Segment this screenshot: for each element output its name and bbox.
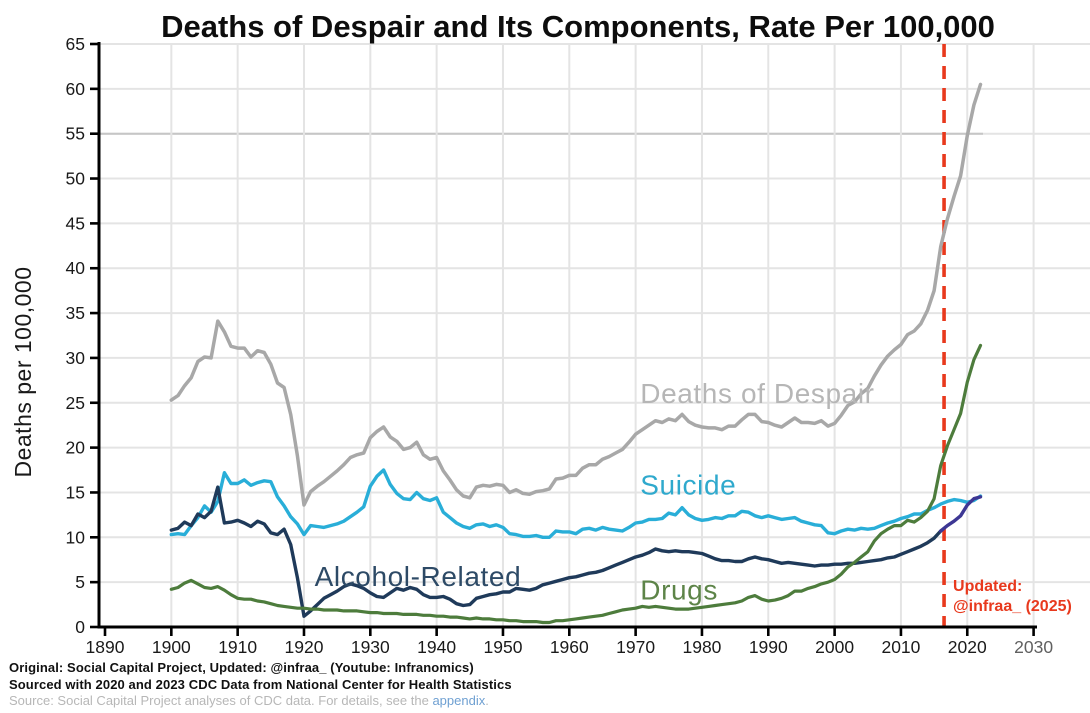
footer-source-period: . [485, 693, 489, 708]
gridlines [99, 43, 1090, 627]
series-label-alcohol-related: Alcohol-Related [315, 561, 522, 592]
x-tick-label: 2020 [948, 637, 987, 657]
series-label-deaths-of-despair: Deaths of Despair [640, 378, 874, 409]
footer: Original: Social Capital Project, Update… [9, 659, 1009, 709]
y-tick-label: 25 [66, 393, 85, 413]
y-tick-label: 40 [66, 258, 86, 278]
appendix-link[interactable]: appendix [432, 693, 486, 708]
y-tick-label: 15 [66, 482, 85, 502]
x-tick-label: 1910 [218, 637, 257, 657]
x-tick-label: 2010 [881, 637, 920, 657]
series-label-suicide: Suicide [640, 470, 736, 501]
y-tick-label: 60 [66, 79, 86, 99]
update-annotation-line2: @infraa_ (2025) [953, 598, 1072, 615]
y-tick-label: 65 [66, 34, 85, 54]
footer-source-text: Source: Social Capital Project analyses … [9, 693, 433, 708]
y-tick-label: 10 [66, 527, 86, 547]
y-tick-label: 45 [66, 213, 85, 233]
x-tick-label: 1980 [682, 637, 721, 657]
footer-credit-line: Original: Social Capital Project, Update… [9, 660, 474, 675]
x-tick-label-muted: 2030 [1014, 637, 1053, 657]
y-tick-label: 50 [66, 169, 86, 189]
x-tick-label: 1920 [285, 637, 324, 657]
chart-title: Deaths of Despair and Its Components, Ra… [161, 9, 995, 44]
x-tick-label: 1900 [152, 637, 191, 657]
series-label-drugs: Drugs [640, 575, 718, 606]
axes: 0 5 10 15 20 25 30 35 40 45 50 55 60 65 1890 1900 1910 19… [66, 34, 1054, 657]
y-tick-label: 0 [75, 617, 85, 637]
x-tick-label: 1950 [484, 637, 523, 657]
x-tick-label: 1890 [86, 637, 125, 657]
x-tick-label: 1970 [616, 637, 655, 657]
footer-source-line: Sourced with 2020 and 2023 CDC Data from… [9, 677, 512, 692]
footer-original-source-line: Source: Social Capital Project analyses … [9, 693, 1009, 709]
series-line-suicide [169, 468, 983, 539]
series-line-alcohol-related [169, 485, 943, 618]
y-axis-label: Deaths per 100,000 [10, 266, 36, 477]
series-line-drugs [169, 343, 983, 625]
x-tick-label: 1930 [351, 637, 390, 657]
y-tick-label: 30 [66, 348, 86, 368]
series-line-alcohol-related-updated [939, 495, 983, 533]
y-tick-label: 20 [66, 438, 86, 458]
series-line-deaths-of-despair [169, 82, 983, 507]
x-tick-label: 2000 [815, 637, 854, 657]
update-annotation-line1: Updated: [953, 578, 1022, 595]
y-tick-label: 55 [66, 124, 85, 144]
x-tick-label: 1960 [550, 637, 589, 657]
x-tick-label: 1940 [417, 637, 456, 657]
y-tick-label: 35 [66, 303, 85, 323]
y-tick-label: 5 [75, 572, 85, 592]
x-tick-label: 1990 [749, 637, 788, 657]
